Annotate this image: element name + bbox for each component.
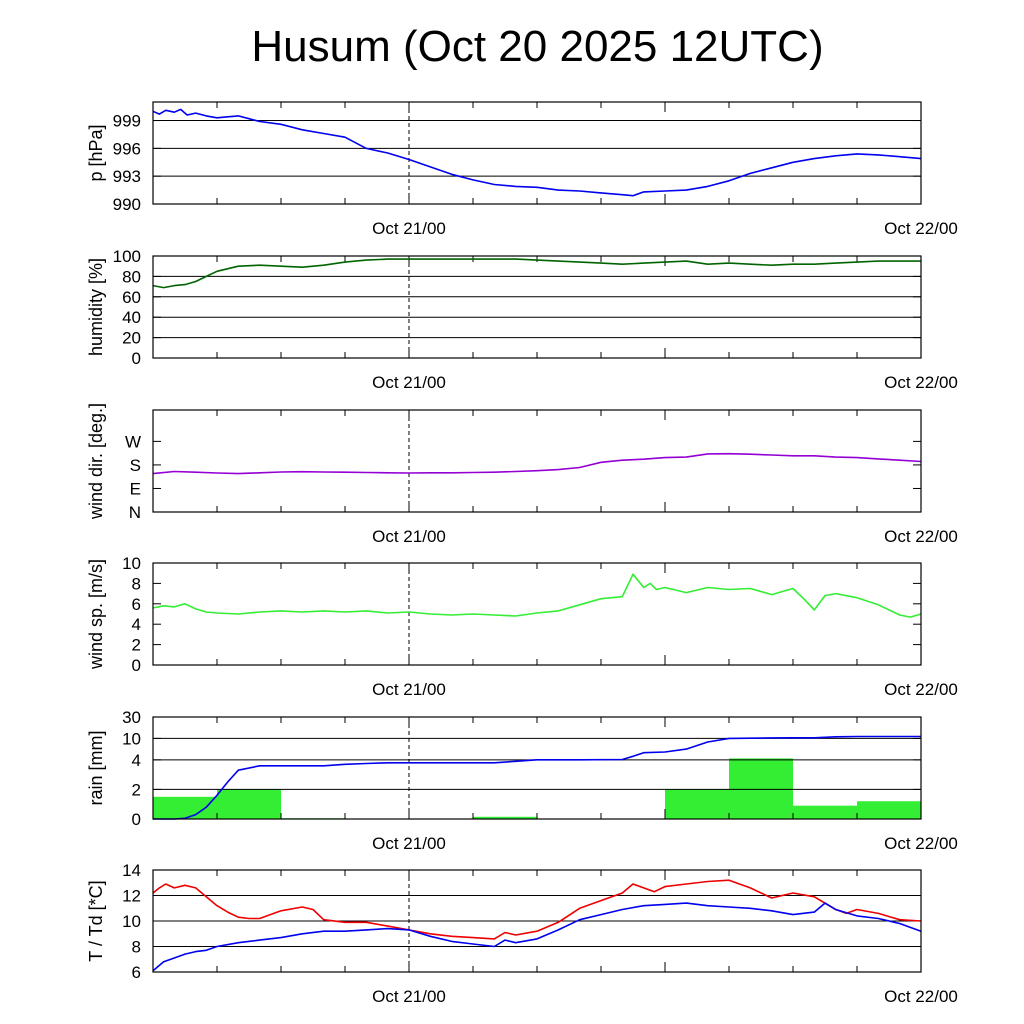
rain-bar xyxy=(665,789,729,819)
series-line-2 xyxy=(152,902,922,972)
y-tick-label: 10 xyxy=(122,554,141,573)
series-line-1 xyxy=(153,735,921,820)
y-axis-label: humidity [%] xyxy=(86,258,106,356)
y-tick-label: 0 xyxy=(132,349,141,368)
x-tick-label: Oct 22/00 xyxy=(884,680,958,699)
plot-frame xyxy=(152,255,922,359)
rain-bar xyxy=(217,789,281,819)
y-tick-label: 0 xyxy=(132,810,141,829)
plot-frame xyxy=(152,101,922,205)
x-tick-label: Oct 22/00 xyxy=(884,219,958,238)
y-tick-label: 40 xyxy=(122,308,141,327)
y-tick-label: 8 xyxy=(132,938,141,957)
series-line-1 xyxy=(152,108,922,197)
y-tick-label: 2 xyxy=(132,780,141,799)
y-tick-label: 14 xyxy=(122,861,141,880)
y-tick-label: 10 xyxy=(122,729,141,748)
panel-1: 990 993 996 999 Oct 21/00 Oct 22/00 p [hPa] xyxy=(86,101,958,238)
y-tick-label: 6 xyxy=(132,963,141,982)
y-tick-label: 6 xyxy=(132,595,141,614)
y-axis-label: wind dir. [deg.] xyxy=(86,403,106,520)
y-tick-label: 20 xyxy=(122,329,141,348)
y-tick-label: N xyxy=(129,503,141,522)
y-tick-label: 8 xyxy=(132,574,141,593)
x-tick-label: Oct 21/00 xyxy=(372,987,446,1006)
y-tick-label: 999 xyxy=(113,112,141,131)
x-tick-label: Oct 21/00 xyxy=(372,834,446,853)
series-line-1 xyxy=(152,573,922,618)
y-tick-label: 990 xyxy=(113,195,141,214)
y-axis-label: rain [mm] xyxy=(86,730,106,805)
plot-frame xyxy=(152,869,922,973)
y-tick-label: 30 xyxy=(122,708,141,727)
y-tick-label: 0 xyxy=(132,656,141,675)
y-axis-label: wind sp. [m/s] xyxy=(86,559,106,670)
rain-bar xyxy=(153,796,217,819)
y-tick-label: 100 xyxy=(113,247,141,266)
y-axis-label: T / Td [*C] xyxy=(86,880,106,961)
x-tick-label: Oct 21/00 xyxy=(372,527,446,546)
y-tick-label: 2 xyxy=(132,636,141,655)
rain-bar xyxy=(473,816,537,819)
chart-title: Husum (Oct 20 2025 12UTC) xyxy=(251,22,824,71)
y-tick-label: 60 xyxy=(122,288,141,307)
y-tick-label: 996 xyxy=(113,139,141,158)
x-tick-label: Oct 22/00 xyxy=(884,373,958,392)
plot-frame xyxy=(152,716,922,820)
y-tick-label: 80 xyxy=(122,267,141,286)
y-tick-label: 993 xyxy=(113,167,141,186)
panel-6: 6 8 10 12 14 Oct 21/00 Oct 22/00 T / Td [*C] xyxy=(86,861,958,1006)
panel-4: 02 46 810 Oct 21/00 Oct 22/00 wind sp. [m/s] xyxy=(86,554,958,699)
x-tick-label: Oct 21/00 xyxy=(372,373,446,392)
panel-5: 0 2 4 10 30 Oct 21/00 Oct 22/00 rain [mm] xyxy=(86,708,958,853)
rain-bar xyxy=(857,801,921,819)
series-line-1 xyxy=(152,452,922,475)
series-line-1 xyxy=(152,879,922,940)
x-tick-label: Oct 22/00 xyxy=(884,987,958,1006)
y-tick-label: 4 xyxy=(132,751,141,770)
x-tick-label: Oct 22/00 xyxy=(884,834,958,853)
rain-bar xyxy=(793,805,857,819)
y-axis-label: p [hPa] xyxy=(86,124,106,181)
y-tick-label: 4 xyxy=(132,615,141,634)
rain-bar xyxy=(729,758,793,819)
series-line-1 xyxy=(152,258,921,289)
y-tick-label: E xyxy=(130,479,141,498)
x-tick-label: Oct 21/00 xyxy=(372,680,446,699)
y-tick-label: W xyxy=(125,432,141,451)
plot-frame xyxy=(152,409,922,513)
y-tick-label: 12 xyxy=(122,887,141,906)
plot-frame xyxy=(152,562,922,666)
x-tick-label: Oct 21/00 xyxy=(372,219,446,238)
y-tick-label: S xyxy=(130,456,141,475)
x-tick-label: Oct 22/00 xyxy=(884,527,958,546)
y-tick-label: 10 xyxy=(122,912,141,931)
